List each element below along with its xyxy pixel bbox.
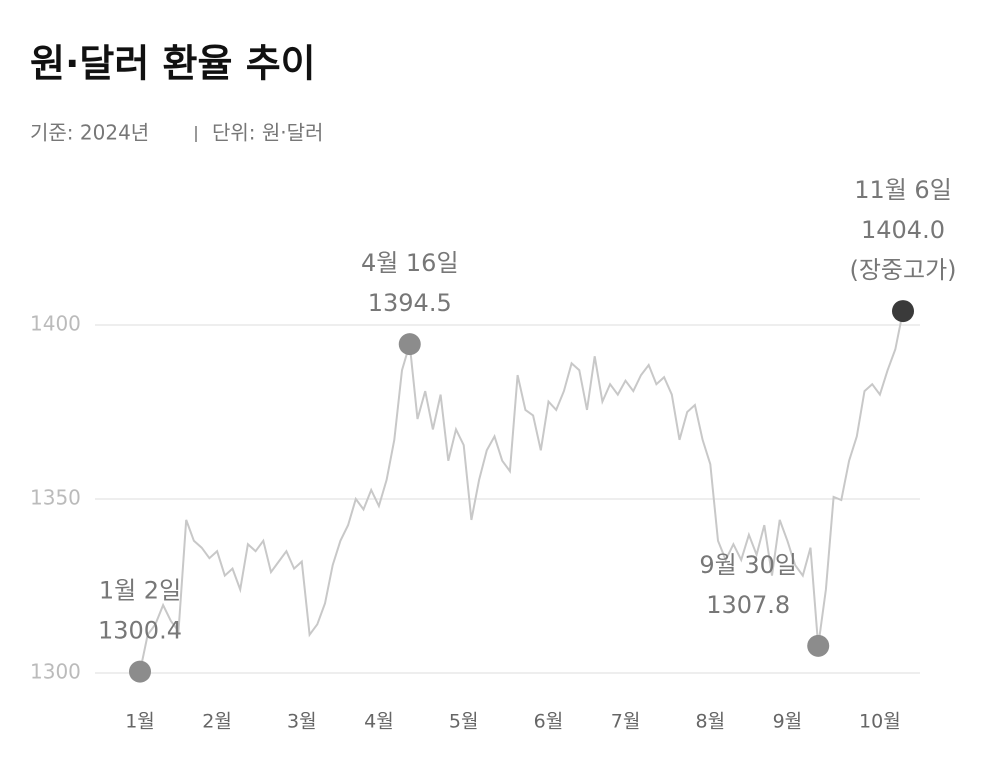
x-tick-label: 2월 xyxy=(202,711,232,733)
data-line xyxy=(139,310,904,672)
annotation: 4월 16일 xyxy=(361,249,459,277)
annotated-point xyxy=(398,333,421,356)
x-tick-label: 10월 xyxy=(859,711,901,733)
annotation: 1300.4 xyxy=(98,617,182,645)
x-tick-label: 1월 xyxy=(125,711,155,733)
annotation: 1월 2일 xyxy=(99,577,181,605)
x-tick-label: 5월 xyxy=(449,711,479,733)
annotated-point xyxy=(892,300,914,323)
annotation: 1404.0 xyxy=(861,216,945,244)
x-tick-label: 9월 xyxy=(773,711,803,733)
x-tick-label: 8월 xyxy=(696,711,726,733)
x-tick-label: 3월 xyxy=(287,711,317,733)
x-tick-label: 4월 xyxy=(364,711,394,733)
y-tick-label: 1400 xyxy=(30,312,81,336)
annotation: 9월 30일 xyxy=(699,551,797,579)
annotation: 1307.8 xyxy=(706,591,790,619)
y-tick-label: 1300 xyxy=(30,660,81,684)
annotated-point xyxy=(129,660,151,683)
chart-subtitle: 기준: 2024년 xyxy=(30,121,149,145)
annotation: 11월 6일 xyxy=(854,176,952,204)
y-tick-label: 1350 xyxy=(30,486,81,510)
annotated-point xyxy=(807,634,830,657)
unit-label: 단위: 원·달러 xyxy=(212,121,323,145)
chart-title: 원·달러 환율 추이 xyxy=(30,42,316,86)
annotation: 1394.5 xyxy=(368,289,452,317)
x-tick-label: 7월 xyxy=(611,711,641,733)
x-tick-label: 6월 xyxy=(534,711,564,733)
annotation: (장중고가) xyxy=(849,256,956,284)
